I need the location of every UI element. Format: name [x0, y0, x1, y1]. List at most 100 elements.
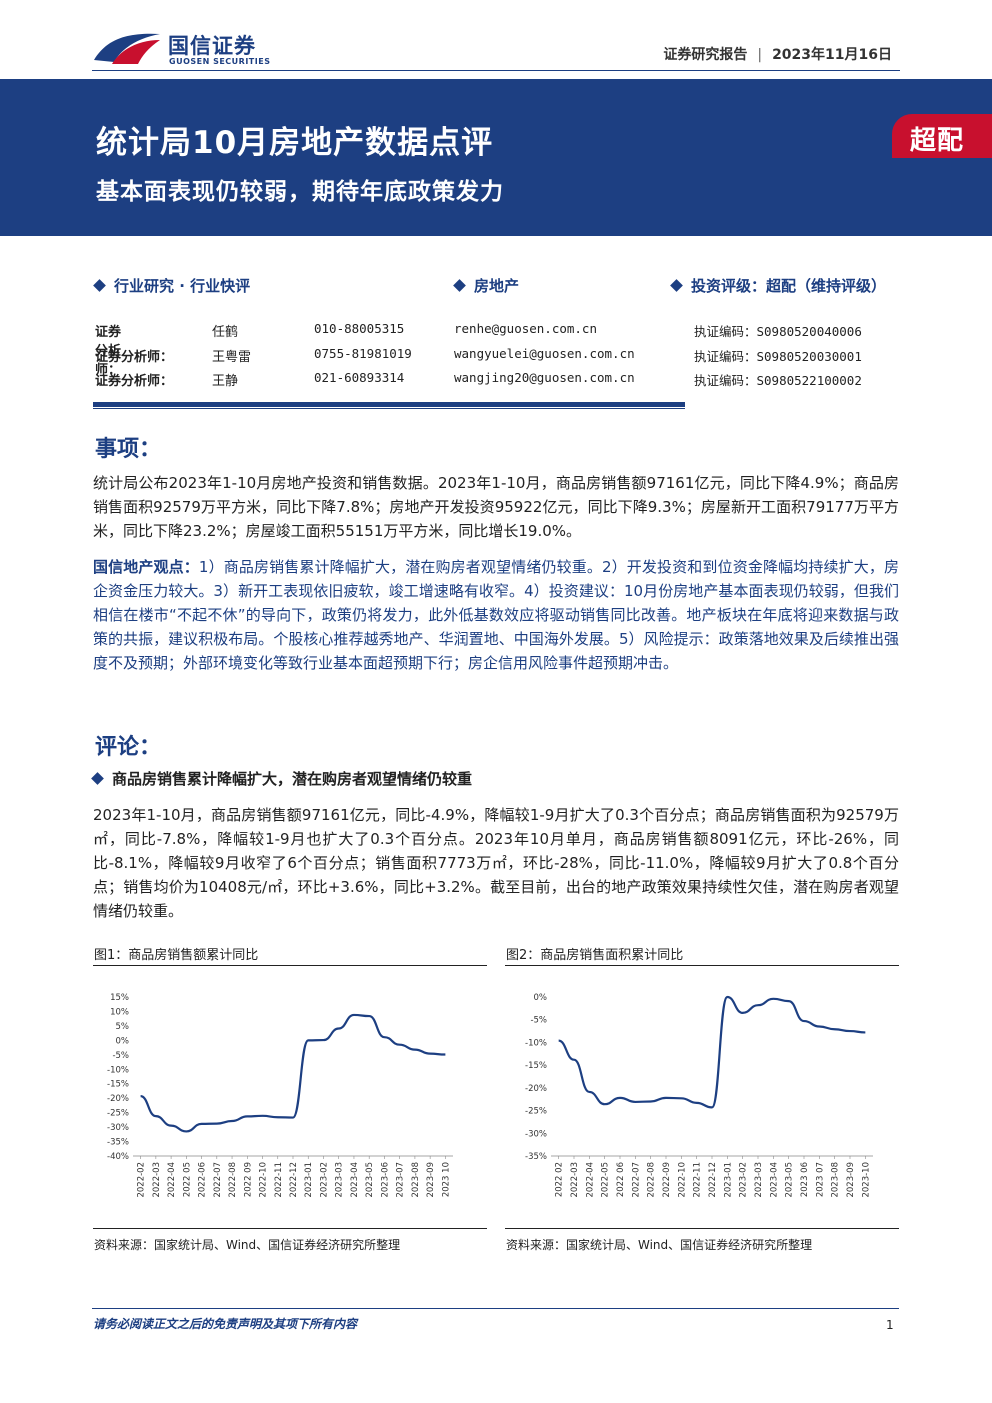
x-tick-label: 2022-12 — [289, 1162, 299, 1198]
x-tick-label: 2022 02 — [555, 1162, 565, 1197]
y-tick-label: -5% — [112, 1051, 129, 1061]
x-tick-label: 2022-09 — [662, 1162, 672, 1198]
x-tick-label: 2023 10 — [441, 1162, 451, 1197]
x-tick-label: 2022-07 — [213, 1162, 223, 1198]
x-tick-label: 2023 07 — [815, 1162, 825, 1197]
x-tick-label: 2023-07 — [396, 1162, 406, 1198]
figure-2-source: 资料来源：国家统计局、Wind、国信证券经济研究所整理 — [506, 1238, 813, 1252]
figure-2-title: 图2：商品房销售面积累计同比 — [506, 948, 684, 963]
x-tick-label: 2022-04 — [167, 1162, 177, 1198]
figure-1-bottom-rule — [93, 1228, 487, 1229]
x-tick-label: 2022-10 — [677, 1162, 687, 1198]
analyst-label: 证券分析师： — [95, 374, 174, 389]
header-separator: | — [757, 47, 763, 63]
y-tick-label: -10% — [525, 1038, 547, 1048]
report-header-info: 证券研究报告 | 2023年11月16日 — [663, 44, 892, 64]
y-tick-label: 10% — [110, 1007, 129, 1017]
brand-name-en: GUOSEN SECURITIES — [169, 57, 271, 66]
x-tick-label: 2022-04 — [585, 1162, 595, 1198]
y-tick-label: -35% — [107, 1138, 129, 1148]
comment-bullet-label: 商品房销售累计降幅扩大，潜在购房者观望情绪仍较重 — [112, 770, 473, 788]
x-tick-label: 2022-03 — [570, 1162, 580, 1198]
analyst-email[interactable]: wangyuelei@guosen.com.cn — [454, 346, 635, 361]
diamond-bullet-icon — [91, 772, 104, 785]
diamond-bullet-icon — [670, 279, 683, 292]
x-tick-label: 2023 06 — [800, 1162, 810, 1197]
figure-1-top-rule — [93, 965, 487, 966]
analyst-phone: 010-88005315 — [314, 321, 405, 336]
figure-1-chart: 15% 10% 5% 0% -5% -10% -15% -20% -25% -30% -35% -40… — [107, 993, 453, 1198]
guosen-logo-icon — [94, 33, 160, 64]
report-type: 证券研究报告 — [663, 47, 748, 63]
meta-industry-label: 房地产 — [474, 277, 520, 295]
comment-bullet: 商品房销售累计降幅扩大，潜在购房者观望情绪仍较重 — [91, 768, 473, 789]
x-tick-label: 2022-05 — [601, 1162, 611, 1198]
diamond-bullet-icon — [453, 279, 466, 292]
view-label: 国信地产观点： — [93, 558, 199, 576]
x-tick-label: 2023-04 — [350, 1162, 360, 1198]
title-banner — [0, 79, 992, 236]
analyst-label: 证券分析师： — [95, 325, 122, 378]
x-tick-label: 2023-02 — [739, 1162, 749, 1198]
comments-paragraph: 2023年1-10月，商品房销售额97161亿元，同比-4.9%，降幅较1-9月… — [93, 806, 899, 920]
meta-rating-label: 投资评级：超配（维持评级） — [691, 277, 887, 295]
x-tick-label: 2022-06 — [198, 1162, 208, 1198]
analyst-cert: 执证编码：S0980520040006 — [694, 324, 862, 339]
y-tick-label: -20% — [107, 1094, 129, 1104]
report-date: 2023年11月16日 — [772, 47, 892, 63]
analyst-email[interactable]: wangjing20@guosen.com.cn — [454, 370, 635, 385]
x-tick-label: 2023-10 — [861, 1162, 871, 1198]
rating-badge-label: 超配 — [910, 126, 965, 156]
x-tick-label: 2023-03 — [754, 1162, 764, 1198]
analyst-phone: 0755-81981019 — [314, 346, 412, 361]
y-tick-label: -15% — [107, 1080, 129, 1090]
analyst-email[interactable]: renhe@guosen.com.cn — [454, 321, 597, 336]
x-tick-label: 2023-05 — [365, 1162, 375, 1198]
x-tick-label: 2023-06 — [380, 1162, 390, 1198]
meta-category: 行业研究 · 行业快评 — [93, 275, 250, 296]
y-tick-label: -5% — [530, 1016, 547, 1026]
x-tick-label: 2022 09 — [243, 1162, 253, 1197]
figure-2-top-rule — [505, 965, 899, 966]
y-tick-label: 5% — [116, 1022, 130, 1032]
meta-industry: 房地产 — [453, 275, 520, 296]
y-tick-label: -30% — [525, 1129, 547, 1139]
figure-2-chart: 0% -5% -10% -15% -20% -25% -30% -35% 2022 02 2022… — [525, 993, 873, 1198]
comments-heading: 评论： — [95, 735, 162, 760]
y-tick-label: -35% — [525, 1152, 547, 1162]
x-tick-label: 2023-01 — [304, 1162, 314, 1198]
y-tick-label: 0% — [534, 993, 548, 1003]
rating-badge: 超配 — [892, 114, 992, 158]
x-tick-label: 2023-02 — [319, 1162, 329, 1198]
x-tick-label: 2022 06 — [616, 1162, 626, 1197]
x-tick-label: 2022-10 — [259, 1162, 269, 1198]
x-tick-label: 2023-08 — [411, 1162, 421, 1198]
x-tick-label: 2022-12 — [708, 1162, 718, 1198]
analyst-name: 王粤雷 — [212, 350, 252, 365]
y-tick-label: 15% — [110, 993, 129, 1003]
y-tick-label: 0% — [116, 1036, 130, 1046]
analyst-phone: 021-60893314 — [314, 370, 405, 385]
y-tick-label: -10% — [107, 1065, 129, 1075]
y-tick-label: -20% — [525, 1084, 547, 1094]
y-tick-label: -40% — [107, 1152, 129, 1162]
events-heading: 事项： — [95, 437, 162, 462]
footer-divider — [92, 1308, 899, 1309]
y-tick-label: -25% — [525, 1107, 547, 1117]
section-divider-thin — [93, 408, 685, 409]
analyst-label: 证券分析师： — [95, 350, 174, 365]
series-line — [558, 995, 866, 1109]
figure-1-source: 资料来源：国家统计局、Wind、国信证券经济研究所整理 — [94, 1238, 401, 1252]
report-title: 统计局10月房地产数据点评 — [96, 125, 494, 161]
x-tick-label: 2023-09 — [846, 1162, 856, 1198]
x-tick-label: 2022-08 — [228, 1162, 238, 1198]
y-tick-label: -25% — [107, 1109, 129, 1119]
header-divider — [92, 70, 900, 71]
footer-disclaimer: 请务必阅读正文之后的免责声明及其项下所有内容 — [93, 1317, 358, 1331]
x-tick-label: 2022-03 — [152, 1162, 162, 1198]
series-line — [140, 1013, 446, 1133]
x-tick-label: 2022 05 — [182, 1162, 192, 1197]
view-body: 1）商品房销售累计降幅扩大，潜在购房者观望情绪仍较重。2）开发投资和到位资金降幅… — [93, 558, 899, 672]
y-tick-label: -30% — [107, 1123, 129, 1133]
page-number: 1 — [886, 1318, 894, 1332]
